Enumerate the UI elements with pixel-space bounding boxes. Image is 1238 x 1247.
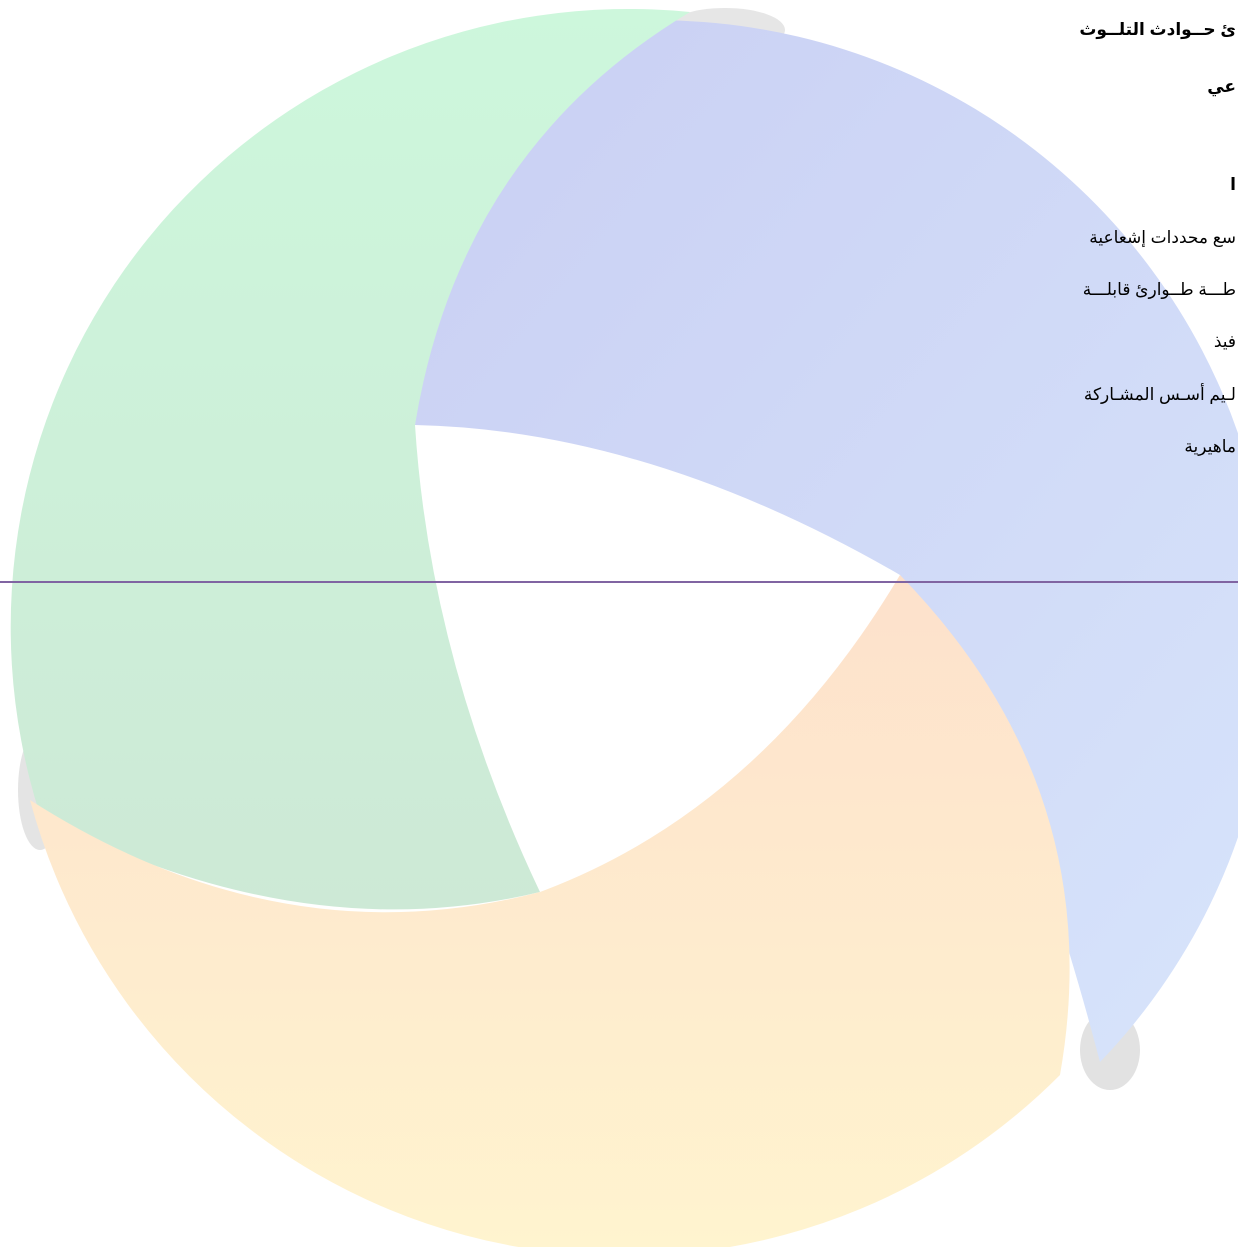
heading-line: ا — [1230, 175, 1236, 195]
list-line: سع محددات إشعاعية — [1089, 228, 1236, 248]
swirl-logo — [0, 0, 1238, 1247]
list-line: لـيم أسـس المشـاركة — [1084, 385, 1236, 405]
heading-line: عي — [1207, 77, 1236, 97]
page: ئ حــوادث التلــوث عي ا سع محددات إشعاعي… — [0, 0, 1238, 1247]
list-line: طـــة طــوارئ قابلـــة — [1083, 280, 1236, 300]
list-line: ماهيرية — [1184, 437, 1236, 457]
list-line: فيذ — [1214, 332, 1236, 352]
heading-line: ئ حــوادث التلــوث — [1079, 20, 1236, 40]
